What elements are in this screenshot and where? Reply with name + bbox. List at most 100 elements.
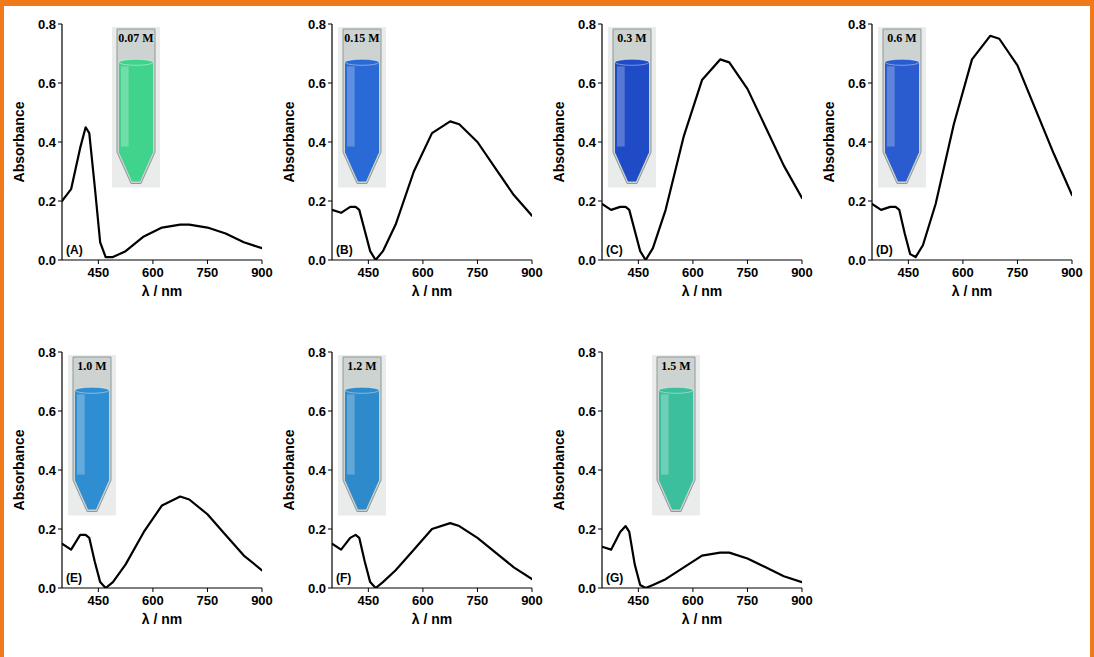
x-tick-label: 900 <box>1061 265 1083 280</box>
y-tick <box>598 83 602 84</box>
x-axis <box>872 259 1072 260</box>
y-tick-label: 0.6 <box>308 404 326 419</box>
concentration-label: 0.3 M <box>617 31 646 45</box>
y-tick <box>328 260 332 261</box>
tube-liquid <box>119 62 153 181</box>
y-tick <box>598 142 602 143</box>
y-tick <box>328 142 332 143</box>
y-tick-label: 0.6 <box>308 76 326 91</box>
x-tick-label: 450 <box>628 265 650 280</box>
inset-background <box>338 355 386 515</box>
x-tick-label: 750 <box>737 593 759 608</box>
panel: 0.3 M0.00.20.40.60.8450600750900λ / nmAb… <box>551 17 813 300</box>
concentration-label: 1.0 M <box>77 359 106 373</box>
inset-background <box>878 27 926 187</box>
concentration-label: 0.6 M <box>887 31 916 45</box>
tube-highlight <box>347 66 355 146</box>
concentration-label: 1.2 M <box>347 359 376 373</box>
y-tick-label: 0.8 <box>578 345 596 360</box>
concentration-label: 1.5 M <box>661 359 690 373</box>
tube-glass <box>613 29 651 183</box>
inset-background <box>112 27 160 187</box>
x-tick <box>692 588 693 592</box>
x-tick <box>422 588 423 592</box>
panel-letter: (E) <box>66 571 82 585</box>
tube-glass <box>657 357 695 511</box>
panel: 1.0 M0.00.20.40.60.8450600750900λ / nmAb… <box>11 345 273 628</box>
y-tick <box>58 352 62 353</box>
x-tick <box>262 588 263 592</box>
x-tick <box>1072 260 1073 264</box>
y-tick <box>58 411 62 412</box>
tube-highlight <box>347 394 355 474</box>
y-tick <box>598 470 602 471</box>
x-tick-label: 900 <box>791 265 813 280</box>
y-tick-label: 0.4 <box>308 463 327 478</box>
spectrum-line <box>62 497 262 588</box>
y-tick <box>598 24 602 25</box>
tube-highlight <box>77 394 85 474</box>
spectrum-line <box>332 121 532 260</box>
panel-letter: (F) <box>336 571 351 585</box>
x-tick-label: 900 <box>521 593 543 608</box>
y-axis-title: Absorbance <box>821 101 837 182</box>
x-tick-label: 900 <box>791 593 813 608</box>
y-tick-label: 0.0 <box>308 581 326 596</box>
x-axis-title: λ / nm <box>682 283 722 299</box>
y-tick <box>868 201 872 202</box>
tube-meniscus <box>885 59 919 65</box>
y-tick-label: 0.8 <box>38 345 56 360</box>
y-tick <box>328 201 332 202</box>
y-tick-label: 0.8 <box>308 345 326 360</box>
plot-area <box>332 523 532 588</box>
x-tick <box>477 588 478 592</box>
x-tick <box>962 260 963 264</box>
frame-top <box>0 0 1094 6</box>
y-tick-label: 0.2 <box>308 194 326 209</box>
x-tick <box>152 588 153 592</box>
tube-meniscus <box>345 59 379 65</box>
x-tick <box>368 260 369 264</box>
y-tick <box>58 529 62 530</box>
y-tick <box>58 83 62 84</box>
y-tick-label: 0.0 <box>578 253 596 268</box>
x-tick <box>98 588 99 592</box>
panel: 1.2 M0.00.20.40.60.8450600750900λ / nmAb… <box>281 345 543 628</box>
plot-area <box>602 526 802 588</box>
x-axis <box>332 259 532 260</box>
x-tick <box>747 260 748 264</box>
x-tick <box>802 588 803 592</box>
x-tick-label: 900 <box>521 265 543 280</box>
x-tick-label: 750 <box>467 265 489 280</box>
x-axis-title: λ / nm <box>952 283 992 299</box>
y-tick-label: 0.0 <box>578 581 596 596</box>
tube-glass <box>117 29 155 183</box>
spectrum-line <box>62 127 262 257</box>
tube-glass <box>343 29 381 183</box>
y-tick-label: 0.2 <box>578 522 596 537</box>
x-tick-label: 450 <box>88 265 110 280</box>
tube-glass <box>73 357 111 511</box>
y-tick <box>328 24 332 25</box>
y-tick-label: 0.2 <box>578 194 596 209</box>
tube-highlight <box>121 66 129 146</box>
y-tick-label: 0.2 <box>38 522 56 537</box>
tube-highlight <box>617 66 625 146</box>
y-tick-label: 0.0 <box>38 253 56 268</box>
y-tick-label: 0.8 <box>578 17 596 32</box>
tube-liquid <box>345 390 379 509</box>
x-tick <box>532 588 533 592</box>
x-tick <box>747 588 748 592</box>
panel-letter: (D) <box>876 243 893 257</box>
plot-area <box>602 59 802 260</box>
y-tick <box>598 529 602 530</box>
y-tick-label: 0.8 <box>308 17 326 32</box>
x-tick-label: 450 <box>628 593 650 608</box>
x-tick <box>207 260 208 264</box>
sample-inset <box>338 355 386 515</box>
concentration-label: 0.15 M <box>344 31 379 45</box>
plot-area <box>332 121 532 260</box>
y-tick-label: 0.6 <box>848 76 866 91</box>
x-tick <box>532 260 533 264</box>
y-tick-label: 0.2 <box>38 194 56 209</box>
